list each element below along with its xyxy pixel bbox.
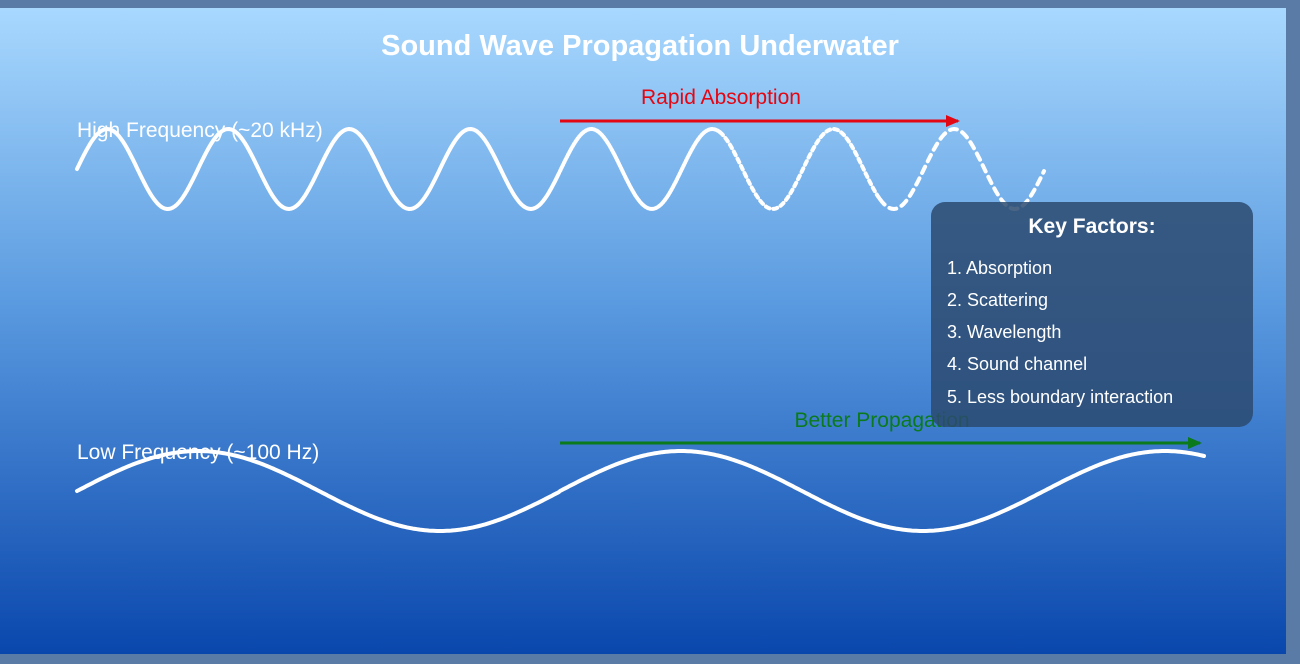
high-frequency-wave-fading-3 (878, 127, 1046, 211)
high-frequency-wave (75, 127, 561, 211)
low-frequency-wave (75, 449, 1206, 533)
key-factors-box: Key Factors: 1. Absorption 2. Scattering… (931, 202, 1253, 427)
low-frequency-label: Low Frequency (~100 Hz) (77, 441, 319, 464)
key-factor-item: 1. Absorption (947, 258, 1052, 278)
key-factor-item: 2. Scattering (947, 290, 1048, 310)
high-frequency-wave-fading-2 (718, 127, 882, 211)
high-frequency-label: High Frequency (~20 kHz) (77, 119, 323, 142)
key-factor-item: 4. Sound channel (947, 354, 1087, 374)
wave-diagram: Sound Wave Propagation Underwater High F… (75, 30, 1253, 533)
diagram-title: Sound Wave Propagation Underwater (381, 30, 899, 62)
key-factors-title: Key Factors: (1028, 215, 1155, 238)
key-factor-item: 5. Less boundary interaction (947, 387, 1173, 407)
propagation-arrow-label: Better Propagation (794, 409, 969, 432)
high-frequency-wave-fading-1 (558, 127, 722, 211)
diagram-background: Sound Wave Propagation Underwater High F… (0, 8, 1286, 654)
absorption-arrow-label: Rapid Absorption (641, 86, 801, 109)
key-factor-item: 3. Wavelength (947, 322, 1061, 342)
